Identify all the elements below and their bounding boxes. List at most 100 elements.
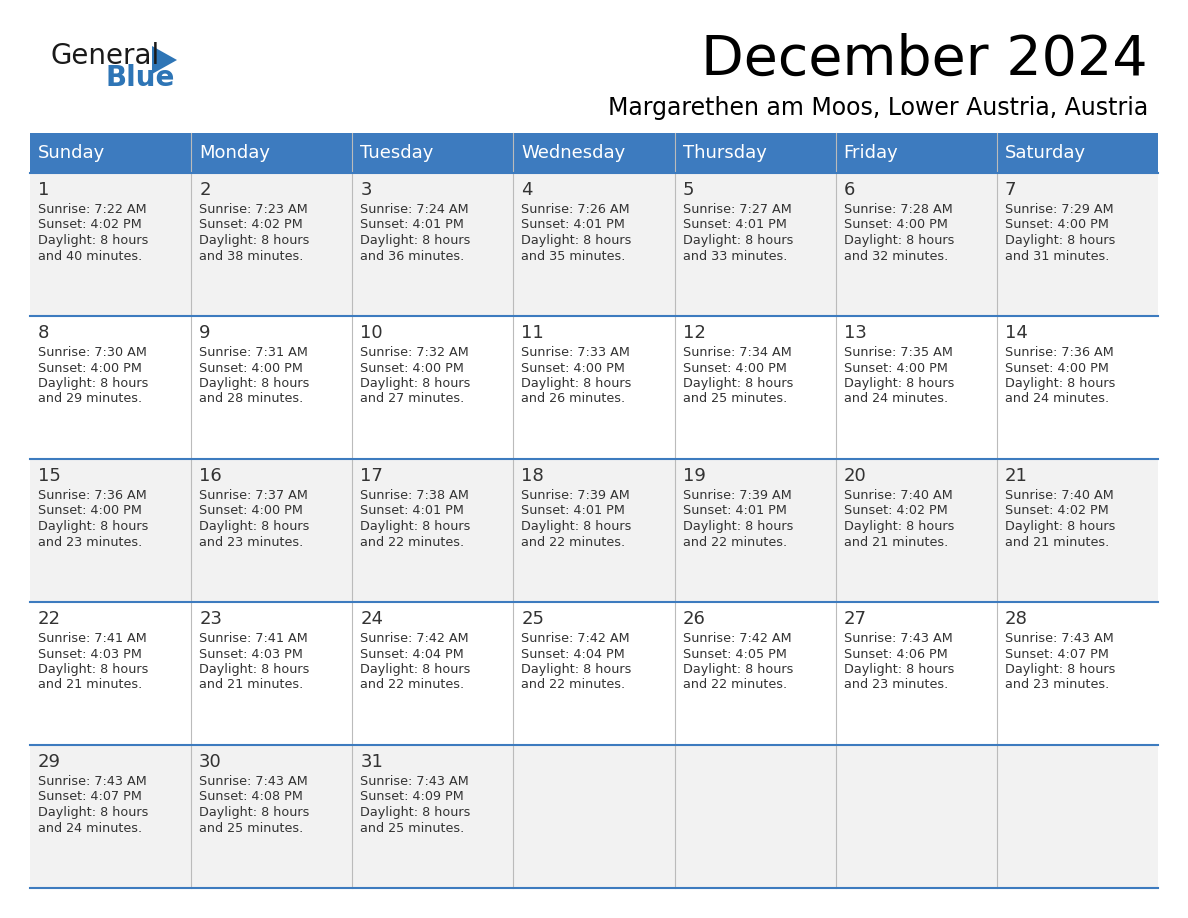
Text: 26: 26	[683, 610, 706, 628]
Bar	[30, 459, 1158, 602]
Text: Wednesday: Wednesday	[522, 144, 626, 162]
Text: 24: 24	[360, 610, 384, 628]
Text: General: General	[50, 42, 159, 70]
Text: Sunrise: 7:32 AM: Sunrise: 7:32 AM	[360, 346, 469, 359]
Polygon shape	[152, 46, 177, 74]
Text: Sunrise: 7:29 AM: Sunrise: 7:29 AM	[1005, 203, 1113, 216]
Text: Daylight: 8 hours: Daylight: 8 hours	[360, 234, 470, 247]
Text: Sunset: 4:06 PM: Sunset: 4:06 PM	[843, 647, 948, 660]
Text: Sunrise: 7:43 AM: Sunrise: 7:43 AM	[360, 775, 469, 788]
Text: Daylight: 8 hours: Daylight: 8 hours	[38, 663, 148, 676]
Text: and 23 minutes.: and 23 minutes.	[843, 678, 948, 691]
Text: Sunday: Sunday	[38, 144, 106, 162]
Text: 4: 4	[522, 181, 533, 199]
Text: 31: 31	[360, 753, 384, 771]
Text: Sunrise: 7:41 AM: Sunrise: 7:41 AM	[200, 632, 308, 645]
Text: Sunset: 4:01 PM: Sunset: 4:01 PM	[683, 218, 786, 231]
Text: Sunrise: 7:23 AM: Sunrise: 7:23 AM	[200, 203, 308, 216]
Text: Sunrise: 7:33 AM: Sunrise: 7:33 AM	[522, 346, 631, 359]
Text: 18: 18	[522, 467, 544, 485]
Text: Daylight: 8 hours: Daylight: 8 hours	[522, 520, 632, 533]
Text: Daylight: 8 hours: Daylight: 8 hours	[38, 520, 148, 533]
Text: and 22 minutes.: and 22 minutes.	[683, 535, 786, 548]
Text: and 33 minutes.: and 33 minutes.	[683, 250, 786, 263]
Text: 20: 20	[843, 467, 866, 485]
Text: 15: 15	[38, 467, 61, 485]
Text: Sunset: 4:01 PM: Sunset: 4:01 PM	[360, 218, 465, 231]
Text: Sunset: 4:03 PM: Sunset: 4:03 PM	[200, 647, 303, 660]
Text: 5: 5	[683, 181, 694, 199]
Text: Monday: Monday	[200, 144, 270, 162]
Text: 27: 27	[843, 610, 867, 628]
Text: Sunrise: 7:39 AM: Sunrise: 7:39 AM	[522, 489, 630, 502]
Text: Daylight: 8 hours: Daylight: 8 hours	[1005, 663, 1116, 676]
Text: Sunset: 4:00 PM: Sunset: 4:00 PM	[360, 362, 465, 375]
Text: and 22 minutes.: and 22 minutes.	[360, 678, 465, 691]
Text: 10: 10	[360, 324, 383, 342]
Bar	[30, 602, 1158, 745]
Text: Sunset: 4:00 PM: Sunset: 4:00 PM	[38, 505, 141, 518]
Text: Sunrise: 7:37 AM: Sunrise: 7:37 AM	[200, 489, 308, 502]
Text: and 24 minutes.: and 24 minutes.	[1005, 393, 1108, 406]
Text: 6: 6	[843, 181, 855, 199]
Text: and 21 minutes.: and 21 minutes.	[843, 535, 948, 548]
Text: Daylight: 8 hours: Daylight: 8 hours	[200, 234, 310, 247]
Text: 16: 16	[200, 467, 222, 485]
Text: Daylight: 8 hours: Daylight: 8 hours	[843, 520, 954, 533]
Text: and 23 minutes.: and 23 minutes.	[1005, 678, 1110, 691]
Text: Sunrise: 7:30 AM: Sunrise: 7:30 AM	[38, 346, 147, 359]
Text: and 24 minutes.: and 24 minutes.	[38, 822, 143, 834]
Text: Margarethen am Moos, Lower Austria, Austria: Margarethen am Moos, Lower Austria, Aust…	[608, 96, 1148, 120]
Text: Daylight: 8 hours: Daylight: 8 hours	[843, 234, 954, 247]
Text: 30: 30	[200, 753, 222, 771]
Text: Sunset: 4:00 PM: Sunset: 4:00 PM	[1005, 362, 1108, 375]
Text: and 22 minutes.: and 22 minutes.	[683, 678, 786, 691]
Text: 2: 2	[200, 181, 210, 199]
Text: Thursday: Thursday	[683, 144, 766, 162]
Text: 7: 7	[1005, 181, 1017, 199]
Text: 3: 3	[360, 181, 372, 199]
Text: Sunset: 4:02 PM: Sunset: 4:02 PM	[38, 218, 141, 231]
Text: and 38 minutes.: and 38 minutes.	[200, 250, 303, 263]
Text: December 2024: December 2024	[701, 33, 1148, 87]
Text: Sunset: 4:01 PM: Sunset: 4:01 PM	[360, 505, 465, 518]
Text: Sunset: 4:01 PM: Sunset: 4:01 PM	[522, 218, 625, 231]
Text: and 22 minutes.: and 22 minutes.	[360, 535, 465, 548]
Bar	[30, 316, 1158, 459]
Text: and 25 minutes.: and 25 minutes.	[200, 822, 303, 834]
Text: 28: 28	[1005, 610, 1028, 628]
Text: and 23 minutes.: and 23 minutes.	[200, 535, 303, 548]
Text: Sunset: 4:04 PM: Sunset: 4:04 PM	[522, 647, 625, 660]
Text: Sunrise: 7:41 AM: Sunrise: 7:41 AM	[38, 632, 147, 645]
Text: Sunset: 4:00 PM: Sunset: 4:00 PM	[843, 362, 948, 375]
Text: and 29 minutes.: and 29 minutes.	[38, 393, 143, 406]
Text: 21: 21	[1005, 467, 1028, 485]
Text: 1: 1	[38, 181, 50, 199]
Text: Daylight: 8 hours: Daylight: 8 hours	[200, 663, 310, 676]
Text: Sunset: 4:00 PM: Sunset: 4:00 PM	[683, 362, 786, 375]
Text: Sunset: 4:01 PM: Sunset: 4:01 PM	[522, 505, 625, 518]
Text: Daylight: 8 hours: Daylight: 8 hours	[200, 520, 310, 533]
Text: Daylight: 8 hours: Daylight: 8 hours	[360, 663, 470, 676]
Text: Daylight: 8 hours: Daylight: 8 hours	[683, 663, 792, 676]
Text: Sunset: 4:01 PM: Sunset: 4:01 PM	[683, 505, 786, 518]
Text: Sunset: 4:00 PM: Sunset: 4:00 PM	[200, 362, 303, 375]
Text: Sunset: 4:07 PM: Sunset: 4:07 PM	[1005, 647, 1108, 660]
Text: Daylight: 8 hours: Daylight: 8 hours	[360, 520, 470, 533]
Text: 23: 23	[200, 610, 222, 628]
Text: Sunrise: 7:43 AM: Sunrise: 7:43 AM	[38, 775, 147, 788]
Text: and 23 minutes.: and 23 minutes.	[38, 535, 143, 548]
Text: Daylight: 8 hours: Daylight: 8 hours	[38, 806, 148, 819]
Text: and 22 minutes.: and 22 minutes.	[522, 678, 626, 691]
Text: Daylight: 8 hours: Daylight: 8 hours	[1005, 234, 1116, 247]
Text: 9: 9	[200, 324, 210, 342]
Text: Sunset: 4:05 PM: Sunset: 4:05 PM	[683, 647, 786, 660]
Text: Sunset: 4:02 PM: Sunset: 4:02 PM	[843, 505, 948, 518]
Text: Sunset: 4:07 PM: Sunset: 4:07 PM	[38, 790, 141, 803]
Text: and 24 minutes.: and 24 minutes.	[843, 393, 948, 406]
Text: Sunrise: 7:43 AM: Sunrise: 7:43 AM	[200, 775, 308, 788]
Text: Sunset: 4:09 PM: Sunset: 4:09 PM	[360, 790, 465, 803]
Text: Sunrise: 7:40 AM: Sunrise: 7:40 AM	[1005, 489, 1113, 502]
Text: Sunrise: 7:22 AM: Sunrise: 7:22 AM	[38, 203, 146, 216]
Text: and 31 minutes.: and 31 minutes.	[1005, 250, 1110, 263]
